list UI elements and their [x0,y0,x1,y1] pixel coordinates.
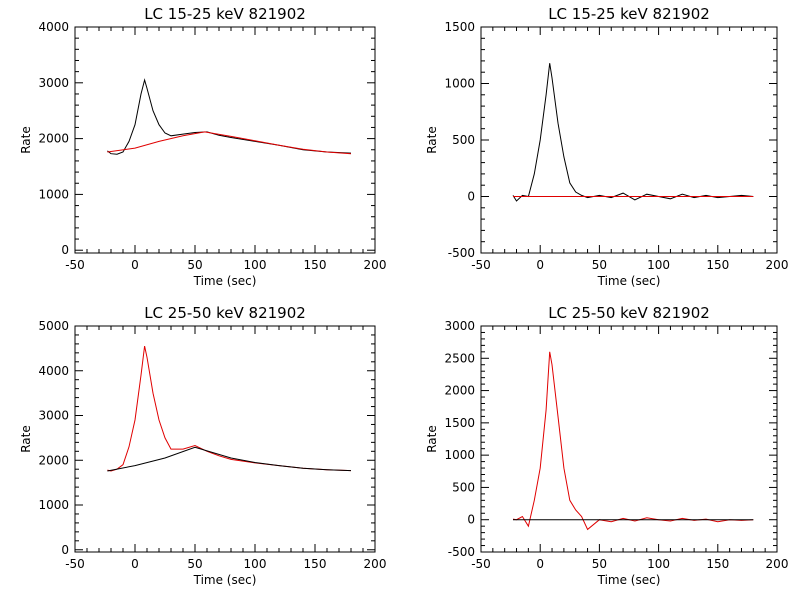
y-tick-label: 0 [61,243,69,257]
y-tick-label: 3000 [444,319,475,333]
x-tick-label: 100 [647,557,670,571]
x-tick-label: 150 [304,258,327,272]
y-tick-label: 0 [467,190,475,204]
y-tick-label: 500 [452,133,475,147]
x-tick-label: 100 [244,258,267,272]
x-tick-label: 150 [706,258,729,272]
panel-bottom-left: LC 25-50 keV 821902-50 0 50 100 150 200010002… [19,304,386,587]
y-tick-label: 0 [467,513,475,527]
chart-title: LC 15-25 keV 821902 [144,5,306,23]
x-tick-label: 200 [766,557,789,571]
y-tick-label: -500 [448,545,475,559]
x-tick-label: 100 [647,258,670,272]
series-line-0 [512,351,754,531]
series-line-0 [107,78,352,155]
y-axis-label: Rate [425,425,439,453]
series-line-1 [107,131,352,155]
x-tick-label: 150 [304,557,327,571]
y-tick-label: 1000 [444,77,475,91]
panel-top-right: LC 15-25 keV 821902-50 0 50 100 150 200-50005… [425,5,788,288]
x-axis-label: Time (sec) [193,274,257,288]
x-tick-label: 50 [187,258,202,272]
plot-frame [480,26,778,254]
y-tick-label: 1000 [38,187,69,201]
series-line-0 [107,345,352,472]
panel-bottom-right: LC 25-50 keV 821902-50 0 50 100 150 200-50005… [425,304,788,587]
y-tick-label: 1000 [38,498,69,512]
y-tick-label: 5000 [38,319,69,333]
chart-title: LC 25-50 keV 821902 [548,304,710,322]
y-tick-label: 0 [61,543,69,557]
y-tick-label: 4000 [38,20,69,34]
x-tick-label: -50 [471,557,491,571]
x-tick-label: 100 [244,557,267,571]
x-tick-label: 0 [131,557,139,571]
x-tick-label: 0 [536,557,544,571]
y-tick-label: 500 [452,480,475,494]
panel-top-left: LC 15-25 keV 821902-50 0 50 100 150 200010002… [19,5,386,288]
y-axis-label: Rate [19,126,33,154]
y-axis-label: Rate [425,126,439,154]
x-tick-label: 50 [592,557,607,571]
x-axis-label: Time (sec) [193,573,257,587]
chart-title: LC 15-25 keV 821902 [548,5,710,23]
y-tick-label: 2000 [38,132,69,146]
x-tick-label: 200 [766,258,789,272]
y-tick-label: 2000 [444,384,475,398]
y-axis-label: Rate [19,425,33,453]
y-tick-label: 1500 [444,416,475,430]
y-tick-label: 1000 [444,448,475,462]
y-tick-label: -500 [448,246,475,260]
y-tick-label: 1500 [444,20,475,34]
x-axis-label: Time (sec) [597,274,661,288]
y-tick-label: 2500 [444,351,475,365]
chart-title: LC 25-50 keV 821902 [144,304,306,322]
x-tick-label: 50 [187,557,202,571]
x-tick-label: 200 [364,258,387,272]
x-tick-label: 0 [131,258,139,272]
x-tick-label: -50 [471,258,491,272]
y-tick-label: 2000 [38,453,69,467]
plot-frame [74,26,376,254]
x-tick-label: 0 [536,258,544,272]
x-tick-label: 200 [364,557,387,571]
y-tick-label: 4000 [38,364,69,378]
x-tick-label: 150 [706,557,729,571]
x-tick-label: -50 [65,557,85,571]
y-tick-label: 3000 [38,409,69,423]
series-line-1 [107,446,352,472]
x-tick-label: -50 [65,258,85,272]
x-axis-label: Time (sec) [597,573,661,587]
y-tick-label: 3000 [38,76,69,90]
x-tick-label: 50 [592,258,607,272]
series-line-0 [512,63,754,202]
plot-frame [480,325,778,553]
plot-frame [74,325,376,553]
